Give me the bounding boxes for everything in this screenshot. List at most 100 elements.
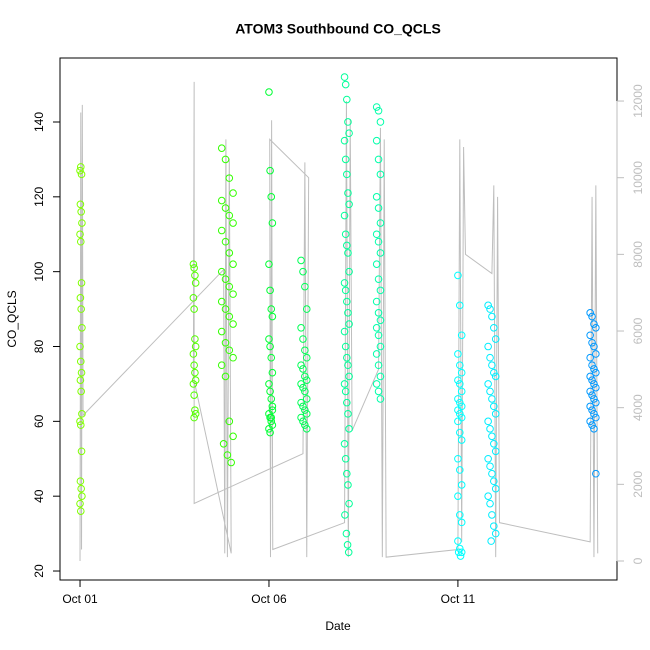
data-point (376, 219, 385, 227)
data-point (372, 297, 381, 306)
data-point (302, 395, 311, 403)
data-point (190, 305, 198, 313)
data-point (217, 361, 226, 370)
data-point (491, 447, 500, 456)
data-point (344, 249, 352, 257)
data-point (374, 204, 383, 212)
data-point (590, 380, 598, 388)
data-point (341, 80, 350, 89)
data-point (267, 417, 276, 426)
data-point (299, 365, 307, 373)
data-point (78, 219, 86, 227)
y-tick-label: 20 (32, 564, 46, 578)
data-point (76, 230, 84, 239)
data-point (456, 466, 464, 474)
data-point (490, 522, 498, 530)
data-point (586, 331, 594, 340)
data-point (586, 372, 594, 381)
data-point (345, 267, 353, 276)
data-point (221, 155, 230, 164)
data-point (590, 365, 598, 373)
data-point (486, 425, 494, 433)
data-point (340, 327, 349, 336)
data-point (265, 260, 273, 268)
data-point (372, 323, 381, 332)
data-point (586, 417, 594, 426)
data-point (225, 211, 234, 220)
data-point (592, 368, 600, 377)
data-point (267, 413, 276, 422)
data-point (221, 204, 230, 212)
data-point (486, 499, 494, 508)
data-point (456, 361, 464, 370)
data-point (345, 129, 353, 138)
data-point (190, 391, 198, 399)
data-point (297, 256, 305, 265)
x-tick-label: Oct 06 (251, 592, 287, 606)
data-point (341, 155, 350, 164)
data-point (267, 395, 276, 403)
data-point (586, 402, 594, 411)
data-point (265, 335, 273, 343)
data-point (372, 260, 381, 268)
data-point (268, 402, 277, 411)
altitude-line (79, 81, 599, 561)
data-point (376, 372, 385, 381)
data-point (457, 548, 466, 557)
data-point (488, 361, 496, 370)
data-point (376, 286, 385, 295)
data-point (266, 166, 274, 175)
data-point (77, 279, 86, 287)
data-point (225, 249, 234, 257)
y-tick-label: 60 (32, 414, 46, 428)
data-point (372, 380, 381, 388)
data-point (590, 425, 598, 433)
data-point (76, 477, 85, 486)
data-point (191, 271, 199, 280)
data-point (454, 417, 462, 426)
data-point (223, 451, 232, 459)
data-point (374, 361, 383, 370)
data-point (345, 320, 353, 328)
data-point (590, 320, 598, 328)
data-point (299, 417, 307, 426)
data-point (484, 417, 492, 426)
data-point (76, 294, 85, 302)
data-point (345, 372, 353, 381)
data-point (376, 170, 385, 179)
data-point (217, 196, 226, 205)
data-point (301, 406, 309, 414)
data-point (76, 342, 84, 351)
data-point (340, 279, 349, 287)
data-point (592, 469, 600, 478)
data-point (76, 166, 84, 175)
data-point (267, 305, 276, 313)
data-point (265, 425, 273, 433)
data-point (78, 410, 86, 418)
data-point (486, 387, 494, 396)
data-point (266, 387, 274, 396)
data-point (457, 518, 466, 527)
y-tick-label: 140 (32, 112, 46, 132)
data-point (376, 249, 385, 257)
data-point (486, 305, 494, 313)
data-point (190, 413, 198, 422)
data-point (344, 410, 352, 418)
data-point (301, 372, 309, 381)
data-point (341, 454, 350, 463)
data-point (344, 118, 352, 126)
data-point (343, 469, 351, 478)
data-point (344, 309, 352, 317)
data-point (456, 544, 464, 553)
data-point (456, 398, 464, 407)
data-point (590, 395, 598, 403)
data-point (590, 342, 598, 351)
data-point (343, 170, 351, 179)
data-point (302, 353, 311, 362)
data-point (76, 376, 85, 384)
data-point (456, 380, 464, 388)
data-point (374, 387, 383, 396)
data-point (491, 335, 500, 343)
data-point (225, 312, 234, 321)
